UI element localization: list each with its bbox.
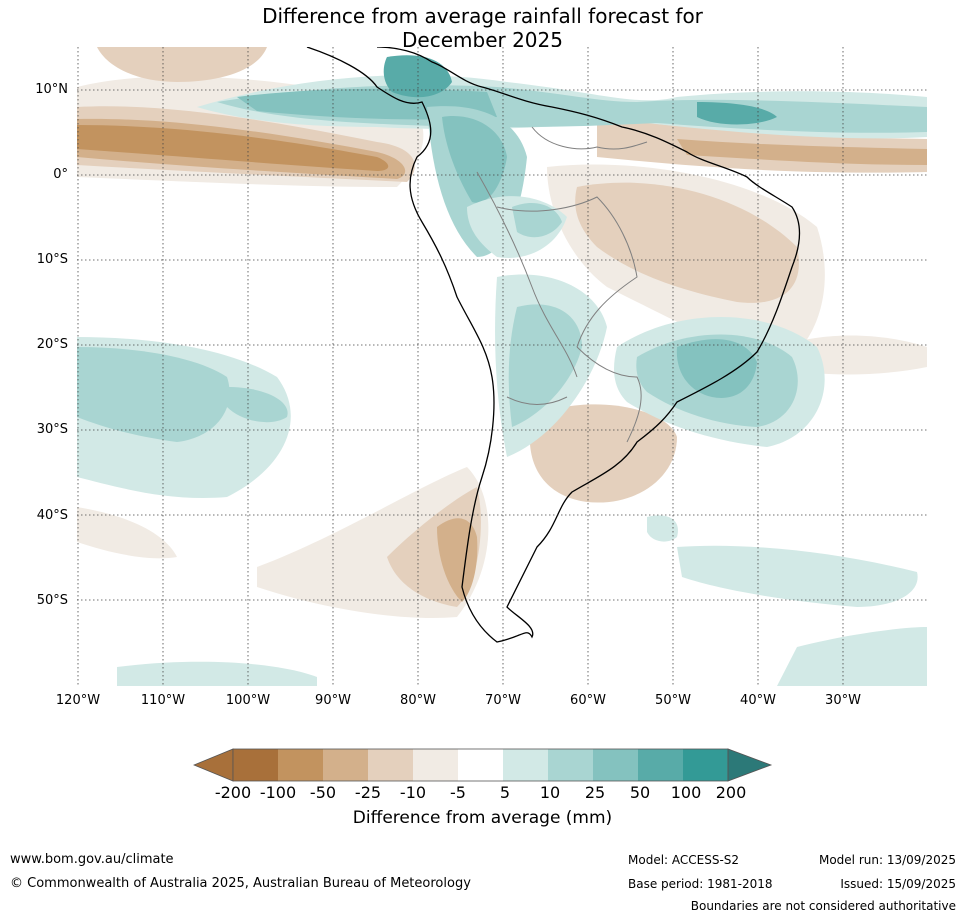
border-south	[576, 346, 642, 443]
lon-label-60w: 60°W	[570, 693, 606, 708]
legend-tick-200: 200	[715, 783, 747, 802]
footer-boundaries: Boundaries are not considered authoritat…	[690, 899, 956, 913]
legend-outline	[232, 748, 729, 782]
lat-label-0: 0°	[53, 167, 68, 182]
dry-core-north	[77, 125, 389, 171]
lon-label-120w: 120°W	[55, 693, 101, 708]
legend-tick--50: -50	[309, 783, 337, 802]
title-line-1: Difference from average rainfall forecas…	[262, 4, 703, 28]
legend-swatch-50-25	[323, 749, 368, 781]
legend-swatch-below-200	[192, 748, 234, 782]
footer-base-period: Base period: 1981-2018	[628, 877, 773, 891]
wet-southeast-brazil-core	[676, 339, 757, 398]
lat-label-10n: 10°N	[35, 82, 68, 97]
lon-label-100w: 100°W	[225, 693, 271, 708]
legend-swatch-10-5	[413, 749, 458, 781]
footer-copyright: © Commonwealth of Australia 2025, Austra…	[10, 876, 471, 891]
border-central	[506, 396, 568, 405]
lon-label-80w: 80°W	[400, 693, 436, 708]
lon-label-70w: 70°W	[485, 693, 521, 708]
legend-swatch-100-50	[278, 749, 323, 781]
country-borders	[476, 126, 648, 443]
wet-pacific-south-2	[227, 387, 288, 423]
legend-swatch-100-200	[683, 749, 728, 781]
wet-atlantic-core	[697, 102, 777, 125]
legend-tick--5: -5	[450, 783, 466, 802]
legend-swatch-5-10	[503, 749, 548, 781]
wet-bottom-left	[117, 661, 317, 686]
map-title: Difference from average rainfall forecas…	[0, 4, 965, 52]
wet-amazon-core	[512, 202, 562, 238]
dry-brazil-core	[575, 182, 799, 303]
legend-tick-50: 50	[629, 783, 651, 802]
lon-label-40w: 40°W	[740, 693, 776, 708]
legend-swatch-200-100	[233, 749, 278, 781]
legend-tick-25: 25	[584, 783, 606, 802]
legend-swatch-10-25	[548, 749, 593, 781]
dry-atlantic-core	[677, 139, 927, 165]
border-andes	[476, 171, 578, 378]
border-guianas	[531, 126, 648, 150]
map-canvas	[77, 47, 927, 686]
rainfall-anomaly-map	[77, 47, 927, 686]
lon-label-50w: 50°W	[655, 693, 691, 708]
legend-tick-100: 100	[670, 783, 702, 802]
border-brazil-west	[496, 196, 638, 348]
wet-bolivia-core	[508, 304, 582, 427]
legend-colorbar-canvas	[192, 748, 773, 782]
legend-swatch-25-50	[593, 749, 638, 781]
lat-label-10s: 10°S	[36, 252, 68, 267]
legend-tick-5: 5	[499, 783, 511, 802]
legend-tick--10: -10	[399, 783, 427, 802]
wet-colombia-core	[442, 116, 507, 203]
legend-colorbar	[192, 748, 773, 786]
legend-label: Difference from average (mm)	[352, 808, 613, 828]
wet-south-atlantic	[677, 545, 918, 607]
dry-north-top	[97, 47, 267, 82]
lat-label-50s: 50°S	[36, 593, 68, 608]
wet-anomaly-layer	[77, 55, 927, 686]
wet-south-blob	[647, 515, 678, 542]
legend-swatch-above-200	[727, 748, 773, 782]
legend-swatch-25-10	[368, 749, 413, 781]
legend-tick-10: 10	[539, 783, 561, 802]
footer-model: Model: ACCESS-S2	[628, 853, 740, 867]
wet-bottom-right	[777, 627, 927, 686]
south-america-coastline	[306, 47, 801, 643]
legend-swatch-5-5	[458, 749, 503, 781]
wet-pacific-south-mid	[77, 347, 230, 442]
footer-model-run: Model run: 13/09/2025	[818, 853, 956, 867]
lon-label-30w: 30°W	[825, 693, 861, 708]
lon-label-90w: 90°W	[315, 693, 351, 708]
graticule	[77, 47, 927, 686]
lat-label-20s: 20°S	[36, 337, 68, 352]
lat-label-30s: 30°S	[36, 422, 68, 437]
legend-tick--100: -100	[259, 783, 297, 802]
dry-pampas	[529, 404, 677, 503]
legend-tick--25: -25	[354, 783, 382, 802]
dry-west-pacific	[77, 507, 177, 559]
lon-label-110w: 110°W	[140, 693, 186, 708]
dry-patagonia-strong	[437, 518, 478, 602]
legend-tick--200: -200	[214, 783, 252, 802]
footer-issued: Issued: 15/09/2025	[840, 877, 956, 891]
legend-swatch-50-100	[638, 749, 683, 781]
footer-website: www.bom.gov.au/climate	[10, 852, 174, 867]
lat-label-40s: 40°S	[36, 508, 68, 523]
coastline	[306, 47, 801, 643]
